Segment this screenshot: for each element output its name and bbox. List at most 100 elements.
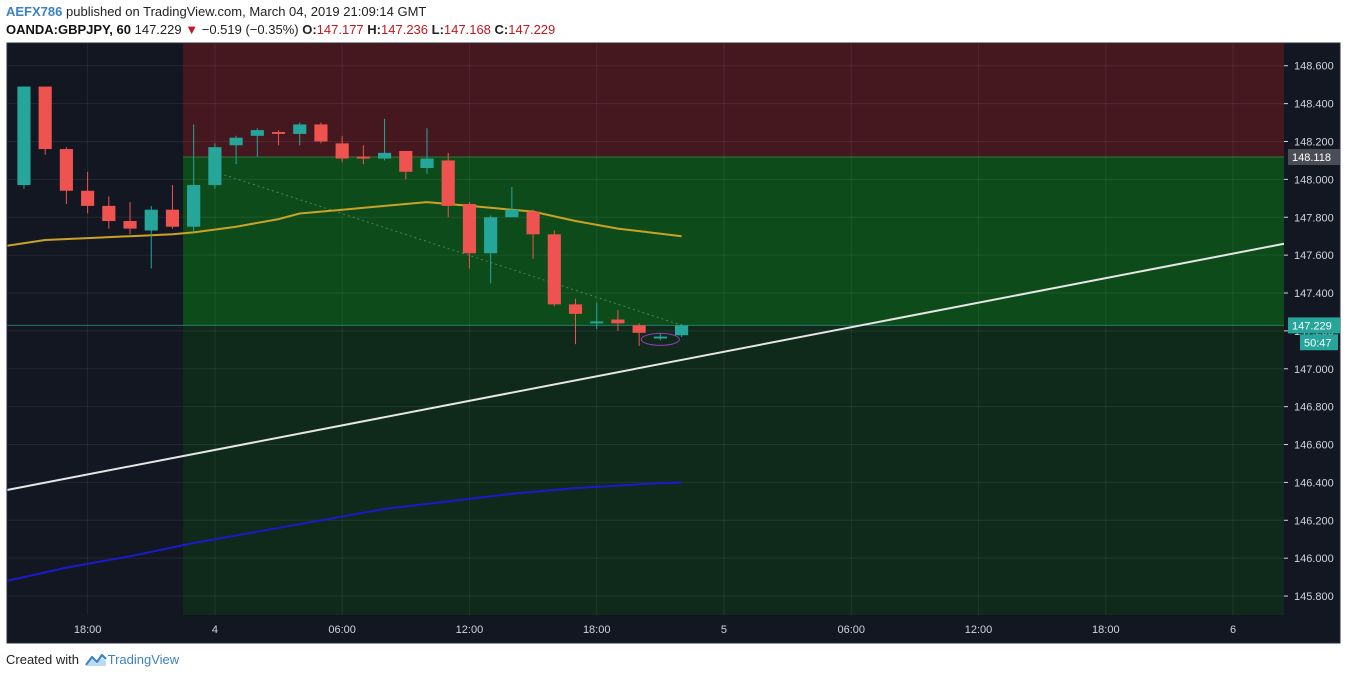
username-link[interactable]: AEFX786 (6, 4, 63, 19)
candle-body (590, 321, 604, 324)
candle (505, 186, 519, 218)
y-tick-label: 147.600 (1294, 250, 1334, 262)
candle (250, 128, 264, 157)
y-tick-label: 148.400 (1294, 99, 1334, 111)
highlight-ellipse (640, 332, 680, 346)
candle (17, 86, 31, 189)
candle-body (420, 158, 434, 169)
y-tick-label: 145.800 (1294, 591, 1334, 603)
candle (674, 324, 689, 337)
candle (378, 118, 392, 161)
candle-body (314, 124, 328, 142)
symbol-info: OANDA:GBPJPY, 60 147.229 ▼ −0.519 (−0.35… (6, 22, 555, 37)
ma-fast-line (6, 201, 682, 247)
candle-body (59, 149, 73, 191)
candle (187, 124, 201, 233)
candle (420, 128, 434, 174)
candle-body (187, 185, 201, 227)
candle-body (208, 147, 222, 186)
open-label: O: (302, 22, 317, 37)
candle-body (165, 209, 180, 227)
candle-body (293, 124, 307, 134)
projection-line (214, 171, 682, 326)
candle-body (547, 234, 561, 305)
lower-zone (183, 325, 1284, 615)
symbol-label: OANDA:GBPJPY, 60 (6, 22, 131, 37)
x-tick-label: 12:00 (965, 624, 993, 636)
candle-body (378, 152, 392, 159)
ma-slow-line (6, 481, 682, 582)
candle (38, 86, 52, 155)
x-tick-label: 12:00 (456, 624, 484, 636)
candle-body (144, 209, 158, 231)
candle-body (81, 190, 95, 206)
candle (271, 130, 286, 146)
candle-body (17, 86, 31, 186)
countdown-price-badge (1300, 334, 1338, 351)
candle (59, 147, 73, 204)
y-tick-label: 148.200 (1294, 136, 1334, 148)
close-label: C: (494, 22, 509, 37)
candle (462, 202, 477, 269)
candle (484, 215, 498, 284)
candle (314, 122, 328, 144)
candle (547, 230, 561, 307)
x-tick-label: 5 (721, 624, 727, 636)
price-change: −0.519 (−0.35%) (201, 22, 299, 37)
candle-body (505, 209, 519, 218)
y-tick-label: 146.200 (1294, 515, 1334, 527)
candle-body (229, 137, 243, 146)
candle-body (271, 132, 286, 134)
footer: Created with TradingView (6, 652, 179, 667)
y-tick-label: 148.000 (1294, 174, 1334, 186)
candle (293, 122, 307, 146)
low-label: L: (431, 22, 444, 37)
entry-price-badge (1288, 149, 1340, 166)
countdown-price-label: 50:47 (1304, 337, 1332, 349)
candle-body (441, 160, 455, 206)
candle-body (568, 304, 583, 314)
candle (229, 135, 243, 165)
candle (81, 171, 95, 214)
candle-body (123, 221, 137, 229)
stop-loss-zone (183, 43, 1284, 158)
candle-body (653, 336, 667, 339)
y-tick-label: 148.600 (1294, 61, 1334, 73)
y-tick-label: 146.400 (1294, 477, 1334, 489)
y-tick-label: 147.400 (1294, 288, 1334, 300)
candle-body (632, 325, 646, 333)
chart-border (6, 42, 1341, 644)
y-tick-label: 147.000 (1294, 364, 1334, 376)
candle-body (462, 203, 477, 254)
y-tick-label: 146.600 (1294, 440, 1334, 452)
candle-body (399, 150, 413, 172)
candle (399, 150, 413, 180)
candle (208, 143, 222, 189)
low-value: 147.168 (443, 22, 491, 37)
close-value: 147.229 (508, 22, 556, 37)
x-tick-label: 18:00 (74, 624, 102, 636)
candle (632, 323, 646, 347)
x-tick-label: 06:00 (328, 624, 356, 636)
y-tick-label: 147.800 (1294, 212, 1334, 224)
candle (165, 185, 180, 229)
candle (568, 298, 583, 345)
candle (356, 145, 370, 165)
last-price-badge (1288, 317, 1340, 334)
x-tick-label: 6 (1230, 624, 1236, 636)
time-axis (7, 615, 1340, 643)
candle-body (250, 130, 264, 136)
candle (526, 209, 540, 259)
down-arrow-icon: ▼ (185, 22, 199, 37)
candle (441, 152, 455, 218)
candle-body (356, 156, 370, 159)
x-tick-label: 18:00 (583, 624, 611, 636)
y-tick-label: 146.800 (1294, 402, 1334, 414)
candle (144, 205, 158, 269)
x-tick-label: 18:00 (1092, 624, 1120, 636)
price-chart[interactable]: 148.600 148.400 148.200 148.000 147.800 147.6… (0, 0, 1348, 650)
candle (611, 310, 625, 331)
profit-zone (183, 157, 1284, 326)
tradingview-link[interactable]: TradingView (107, 652, 180, 667)
candle (653, 332, 667, 341)
